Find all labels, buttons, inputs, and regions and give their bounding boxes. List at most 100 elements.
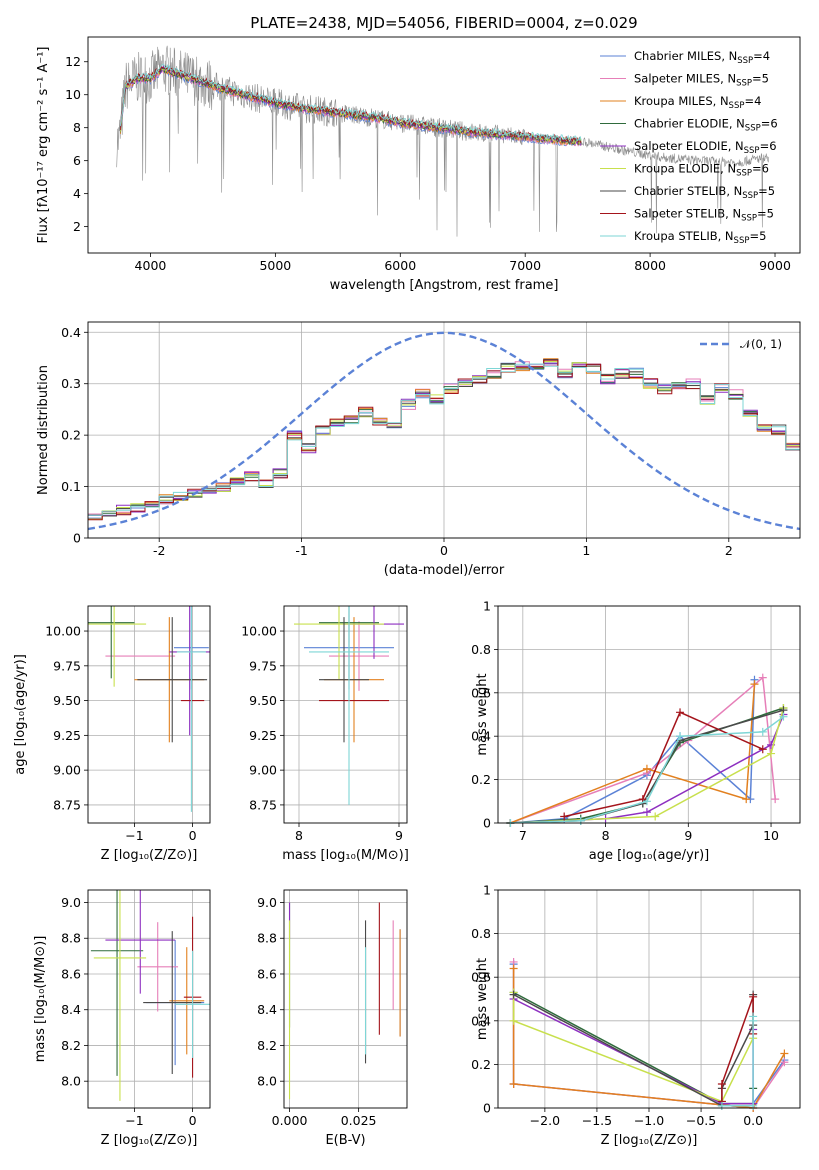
- x-tick-label: 9000: [759, 258, 791, 273]
- x-axis-label: Z [log₁₀(Z/Z⊙)]: [101, 848, 198, 863]
- legend-entry: Chabrier STELIB, NSSP=5: [634, 184, 775, 201]
- y-tick-label: 9.00: [249, 763, 277, 778]
- x-tick-label: 7000: [509, 258, 541, 273]
- y-axis-label: Normed distribution: [36, 365, 51, 495]
- weight-line: [564, 711, 764, 818]
- y-tick-label: 0.4: [471, 729, 491, 744]
- weight-marker: [758, 727, 767, 736]
- axes-frame: [87, 605, 211, 824]
- y-tick-label: 8.0: [61, 1074, 81, 1089]
- y-axis-label: age [log₁₀(age/yr)]: [13, 654, 28, 775]
- y-tick-label: 8.8: [257, 931, 277, 946]
- x-axis-label: (data-model)/error: [384, 563, 505, 578]
- y-tick-label: 0.2: [471, 772, 491, 787]
- x-tick-label: 9: [395, 828, 403, 843]
- weight-marker: [779, 712, 788, 721]
- x-tick-label: −1.0: [634, 1113, 664, 1128]
- y-tick-label: 2: [73, 219, 81, 234]
- y-tick-label: 10.00: [241, 624, 277, 639]
- weight-line: [512, 992, 754, 1103]
- y-tick-label: 10.00: [45, 624, 81, 639]
- weight-marker: [758, 673, 767, 682]
- y-tick-label: 8.8: [61, 931, 81, 946]
- y-tick-label: 8.2: [257, 1038, 277, 1053]
- x-tick-label: 8000: [634, 258, 666, 273]
- y-tick-label: 0: [483, 816, 491, 831]
- axes-frame: [87, 889, 211, 1109]
- weight-marker: [717, 1101, 726, 1110]
- y-tick-label: 9.0: [61, 895, 81, 910]
- y-tick-label: 8: [73, 120, 81, 135]
- y-tick-label: 0.2: [471, 1057, 491, 1072]
- figure-title: PLATE=2438, MJD=54056, FIBERID=0004, z=0…: [250, 14, 637, 32]
- x-axis-label: mass [log₁₀(M/M⊙)]: [282, 848, 409, 863]
- weight-marker: [750, 680, 759, 689]
- x-tick-label: 2: [725, 543, 733, 558]
- x-axis-label: E(B-V): [325, 1133, 365, 1148]
- residuals-panel: -2 -1 0 1 2 0 0.1 0.2 0.3 0.4 (data-model)/error No…: [36, 321, 801, 578]
- x-axis-label: wavelength [Angstrom, rest frame]: [330, 278, 559, 293]
- y-tick-label: 0: [73, 531, 81, 546]
- normal-curve: [87, 331, 801, 531]
- weight-marker: [676, 708, 685, 717]
- axes-frame: [283, 889, 408, 1109]
- y-tick-label: 0.8: [471, 926, 491, 941]
- y-tick-label: 9.25: [53, 728, 81, 743]
- x-tick-label: 7: [519, 828, 527, 843]
- mass-vs-Z-panel: −1 0 8.0 8.2 8.4 8.6 8.8 9.0 Z [log₁₀(Z/Z⊙)] mass…: [33, 889, 211, 1148]
- y-tick-label: 9.50: [249, 693, 277, 708]
- x-axis-label: Z [log₁₀(Z/Z⊙)]: [601, 1133, 698, 1148]
- x-tick-label: −2.0: [530, 1113, 560, 1128]
- x-tick-label: 4000: [135, 258, 167, 273]
- weight-marker: [749, 992, 758, 1001]
- weight-line: [510, 716, 784, 823]
- x-tick-label: 0: [189, 1113, 197, 1128]
- y-tick-label: 0.4: [61, 325, 81, 340]
- y-tick-label: 10: [65, 87, 81, 102]
- x-tick-label: 8: [602, 828, 610, 843]
- y-tick-label: 0.6: [471, 970, 491, 985]
- y-tick-label: 0: [483, 1101, 491, 1116]
- weight-marker: [742, 795, 751, 804]
- y-tick-label: 4: [73, 186, 81, 201]
- weight-line: [510, 679, 756, 823]
- y-tick-label: 0.1: [61, 479, 81, 494]
- x-tick-label: −1.5: [582, 1113, 612, 1128]
- y-tick-label: 9.0: [257, 895, 277, 910]
- weight-marker: [509, 964, 518, 973]
- y-tick-label: 1: [483, 883, 491, 898]
- x-tick-label: −1: [125, 828, 143, 843]
- y-tick-label: 1: [483, 599, 491, 614]
- legend-entry: Chabrier MILES, NSSP=4: [634, 49, 770, 66]
- legend-entry: Salpeter ELODIE, NSSP=6: [634, 139, 777, 156]
- residual-histogram: [88, 363, 800, 516]
- y-tick-label: 8.6: [61, 966, 81, 981]
- panels: 4000 5000 6000 7000 8000 900024681012waveleng…: [13, 36, 801, 1148]
- x-tick-label: -2: [153, 543, 165, 558]
- weight-marker: [509, 990, 518, 999]
- spectrum-panel: 4000 5000 6000 7000 8000 9000 2 4 6 8 10 12 waveleng…: [36, 36, 801, 293]
- weight-marker: [560, 812, 569, 821]
- y-axis-label: mass weight: [475, 673, 490, 755]
- weight-marker: [771, 795, 780, 804]
- legend-entry: 𝒩(0, 1): [740, 337, 782, 351]
- axes-frame: [497, 889, 801, 1109]
- y-tick-label: 8.0: [257, 1074, 277, 1089]
- x-tick-label: 9: [684, 828, 692, 843]
- weight-marker: [717, 1080, 726, 1089]
- weight-marker: [749, 1101, 758, 1110]
- y-tick-label: 12: [65, 54, 81, 69]
- legend-entry: Salpeter STELIB, NSSP=5: [634, 207, 774, 224]
- model-spectrum-line: [120, 65, 582, 144]
- y-tick-label: 8.75: [249, 797, 277, 812]
- y-tick-label: 9.00: [53, 763, 81, 778]
- axes-frame: [87, 36, 801, 254]
- weight-marker: [749, 1012, 758, 1021]
- x-axis-label: age [log₁₀(age/yr)]: [589, 848, 710, 863]
- age-vs-mass-panel: 8 9 8.75 9.00 9.25 9.50 9.75 10.00 mass [log₁₀(M…: [241, 605, 409, 863]
- age-vs-Z-panel: −1 0 8.75 9.00 9.25 9.50 9.75 10.00 Z [log₁₀(Z/Z…: [13, 605, 211, 863]
- weight-marker: [642, 797, 651, 806]
- weight-marker: [642, 764, 651, 773]
- axes-frame: [283, 605, 408, 824]
- axes-frame: [87, 321, 801, 539]
